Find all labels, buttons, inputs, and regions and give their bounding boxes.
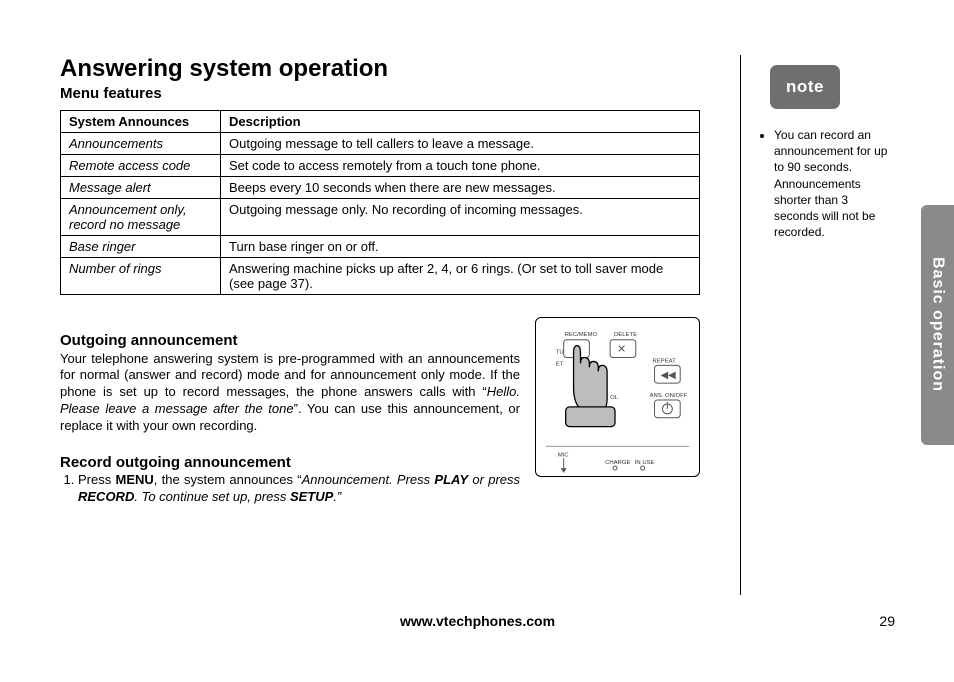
label-ansonoff: ANS. ON/OFF	[650, 393, 688, 399]
svg-text:◀◀: ◀◀	[660, 370, 676, 381]
outgoing-text: Outgoing announcement Your telephone ans…	[60, 313, 520, 506]
table-row: Base ringerTurn base ringer on or off.	[61, 236, 700, 258]
page-title: Answering system operation	[60, 55, 700, 83]
table-row: Announcement only, record no messageOutg…	[61, 199, 700, 236]
table-header-row: System Announces Description	[61, 111, 700, 133]
side-tab: Basic operation	[921, 205, 954, 445]
footer-url: www.vtechphones.com	[60, 613, 895, 629]
label-mic: MIC	[558, 452, 570, 458]
note-list: You can record an announcement for up to…	[774, 127, 890, 240]
svg-text:✕: ✕	[617, 344, 626, 356]
features-table: System Announces Description Announcemen…	[60, 110, 700, 295]
record-step: Press MENU, the system announces “Announ…	[78, 472, 520, 506]
label-tu: TU	[556, 350, 564, 356]
side-column: note You can record an announcement for …	[760, 65, 890, 240]
main-column: Answering system operation Menu features…	[60, 55, 700, 506]
label-delete: DELETE	[614, 332, 637, 338]
label-charge: CHARGE	[605, 460, 630, 466]
label-et: ET	[556, 361, 564, 367]
table-row: AnnouncementsOutgoing message to tell ca…	[61, 133, 700, 155]
side-tab-label: Basic operation	[929, 257, 947, 392]
table-row: Number of ringsAnswering machine picks u…	[61, 258, 700, 295]
record-steps: Press MENU, the system announces “Announ…	[78, 472, 520, 506]
th-col1: System Announces	[61, 111, 221, 133]
record-block: Record outgoing announcement Press MENU,…	[60, 453, 520, 506]
note-badge: note	[770, 65, 840, 109]
outgoing-title: Outgoing announcement	[60, 331, 520, 351]
label-recmemo: REC/MEMO	[565, 332, 598, 338]
vertical-divider	[740, 55, 741, 595]
device-diagram: REC/MEMO DELETE ✕ TU ET REPEAT ◀◀ ANS. O…	[535, 317, 700, 477]
page: Answering system operation Menu features…	[60, 55, 895, 635]
label-repeat: REPEAT	[653, 358, 677, 364]
table-row: Message alertBeeps every 10 seconds when…	[61, 177, 700, 199]
pointer-hand-icon	[566, 346, 615, 427]
label-ol: OL	[610, 395, 619, 401]
note-item: You can record an announcement for up to…	[774, 127, 890, 240]
outgoing-paragraph: Your telephone answering system is pre-p…	[60, 351, 520, 435]
footer-page-number: 29	[879, 613, 895, 629]
section-subtitle: Menu features	[60, 85, 700, 102]
diagram-svg: REC/MEMO DELETE ✕ TU ET REPEAT ◀◀ ANS. O…	[536, 318, 699, 476]
table-row: Remote access codeSet code to access rem…	[61, 155, 700, 177]
label-inuse: IN USE	[635, 460, 655, 466]
record-title: Record outgoing announcement	[60, 453, 520, 473]
th-col2: Description	[221, 111, 700, 133]
